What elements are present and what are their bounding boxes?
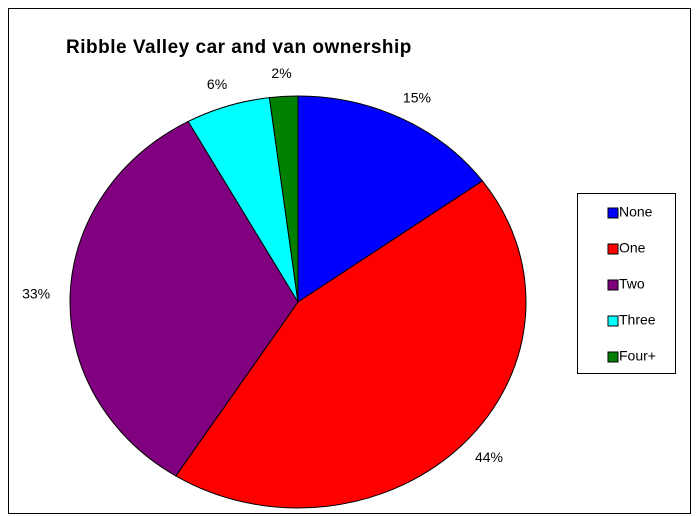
pie-slice	[175, 180, 527, 509]
legend-swatch	[607, 351, 619, 363]
legend-label: One	[619, 240, 646, 256]
data-label: 6%	[207, 76, 227, 92]
legend-label: None	[619, 204, 653, 220]
legend-box	[577, 193, 676, 374]
data-label: 33%	[22, 286, 50, 302]
legend-swatch	[607, 207, 619, 219]
pie-slice	[268, 95, 299, 303]
data-label: 44%	[475, 449, 503, 465]
legend-label: Three	[619, 312, 656, 328]
legend-swatch	[607, 279, 619, 291]
chart-title: Ribble Valley car and van ownership	[66, 37, 412, 58]
pie-slice	[69, 120, 299, 477]
legend-label: Two	[619, 276, 645, 292]
data-label: 2%	[271, 65, 291, 81]
legend-swatch	[607, 315, 619, 327]
pie-slice	[297, 95, 484, 303]
legend-label: Four+	[619, 348, 656, 364]
data-label: 15%	[403, 90, 431, 106]
legend-swatch	[607, 243, 619, 255]
